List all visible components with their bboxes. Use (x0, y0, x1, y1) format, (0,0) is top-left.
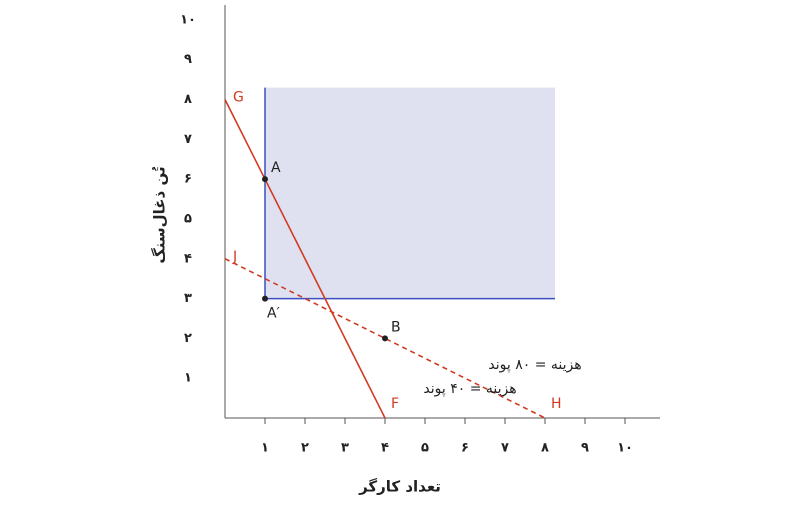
point (382, 335, 388, 342)
y-tick-label: ۲ (184, 331, 192, 346)
y-tick-label: ۱۰ (180, 12, 196, 27)
x-tick-label: ۶ (461, 441, 469, 456)
x-axis-title: تعداد کارگر (358, 478, 441, 496)
y-tick-label: ۳ (184, 291, 192, 306)
x-tick-label: ۱ (261, 441, 269, 456)
y-tick-label: ۷ (184, 132, 192, 147)
y-tick-label: ۴ (184, 251, 192, 266)
point-label: A′ (267, 306, 280, 322)
x-tick-label: ۴ (381, 441, 389, 456)
x-tick-label: ۷ (501, 441, 509, 456)
y-tick-label: ۵ (184, 211, 192, 226)
y-tick-label: ۱ (184, 371, 192, 386)
cost-annotation: هزینه = ۸۰ پوند (488, 357, 581, 373)
line-end-label: H (551, 396, 562, 412)
feasible-region (265, 87, 555, 299)
point (262, 176, 268, 183)
line-end-label: F (391, 396, 399, 412)
x-tick-label: ۳ (341, 441, 349, 456)
point-label: A (271, 160, 281, 176)
line-start-label: J (232, 249, 237, 265)
x-tick-label: ۹ (581, 441, 589, 456)
budget-line (224, 99, 386, 419)
line-start-label: G (233, 90, 244, 106)
cost-annotation: هزینه = ۴۰ پوند (423, 381, 516, 397)
x-tick-label: ۵ (421, 441, 429, 456)
x-tick-label: ۱۰ (617, 441, 633, 456)
y-tick-label: ۸ (184, 92, 192, 107)
x-tick-label: ۸ (541, 441, 549, 456)
y-axis-title: تُن ذغال‌سنگ (151, 166, 169, 263)
point (262, 295, 268, 302)
y-tick-label: ۹ (184, 52, 192, 67)
y-tick-label: ۶ (184, 172, 192, 187)
point-label: B (391, 319, 401, 335)
x-tick-label: ۲ (301, 441, 309, 456)
budget-line (224, 258, 546, 419)
